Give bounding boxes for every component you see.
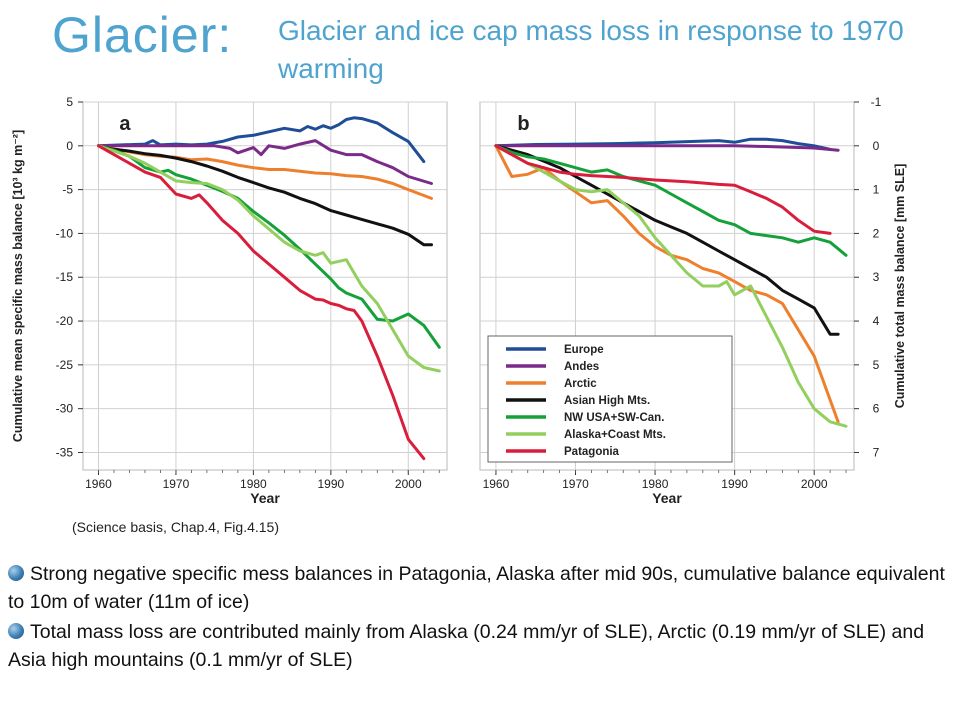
panel-a-label: a bbox=[119, 113, 131, 135]
panel-b-line-europe bbox=[494, 137, 832, 151]
panel-b-tick-label-y: 4 bbox=[873, 314, 880, 328]
panel-a-tick-label-x: 1960 bbox=[85, 477, 112, 491]
panel-a-line-patagonia bbox=[97, 144, 426, 461]
panel-a-tick-label-x: 1980 bbox=[240, 477, 267, 491]
panel-a-frame bbox=[82, 101, 448, 471]
panel-a-tick-label-y: -25 bbox=[56, 358, 74, 372]
panel-a-tick-label-y: -15 bbox=[56, 270, 74, 284]
panel-a-tick-label-y: -30 bbox=[56, 402, 74, 416]
panel-b-tick-label-y: 7 bbox=[873, 445, 880, 459]
bullet-list: Strong negative specific mess balances i… bbox=[8, 560, 953, 676]
figure-caption: (Science basis, Chap.4, Fig.4.15) bbox=[72, 519, 279, 535]
panel-b-line-andes bbox=[494, 144, 840, 152]
panel-a: 1960 1970 1980 1990 2000 5 0 -5 -10 -15 -20 -25 -30 -… bbox=[11, 95, 447, 506]
panel-b-tick-label-y: 2 bbox=[873, 226, 880, 240]
panel-b-tick-label-x: 2000 bbox=[801, 477, 828, 491]
legend-label-andes: Andes bbox=[564, 361, 599, 373]
panel-b-tick-label-y: 5 bbox=[873, 358, 880, 372]
legend-label-patagonia: Patagonia bbox=[564, 446, 620, 458]
panel-b-tick-label-x: 1960 bbox=[483, 477, 510, 491]
panel-b-x-axis-label: Year bbox=[652, 490, 682, 506]
panel-b-y-axis-label: Cumulative total mass balance [mm SLE] bbox=[893, 164, 907, 409]
panel-b-tick-label-x: 1980 bbox=[642, 477, 669, 491]
slide-subtitle: Glacier and ice cap mass loss in respons… bbox=[278, 15, 904, 84]
panel-a-tick-label-y: -35 bbox=[56, 445, 74, 459]
panel-a-tick-label-y: 5 bbox=[66, 95, 73, 109]
panel-a-x-axis-label: Year bbox=[250, 490, 280, 506]
panel-b-tick-label-y: 3 bbox=[873, 270, 880, 284]
panel-b-line-alaska-coast-mts bbox=[494, 144, 848, 428]
panel-a-tick-label-y: 0 bbox=[66, 139, 73, 153]
legend-label-arctic: Arctic bbox=[564, 378, 597, 390]
bullet-item: Total mass loss are contributed mainly f… bbox=[8, 618, 953, 674]
bullet-text: Total mass loss are contributed mainly f… bbox=[8, 621, 925, 671]
panel-a-line-alaska-coast-mts bbox=[97, 144, 441, 373]
legend-label-alaska-coast-mts: Alaska+Coast Mts. bbox=[564, 429, 666, 441]
panel-b-tick-label-y: 0 bbox=[873, 139, 880, 153]
panel-b-tick-label-x: 1990 bbox=[721, 477, 748, 491]
bullet-item: Strong negative specific mess balances i… bbox=[8, 560, 953, 616]
panel-b-tick-label-y: -1 bbox=[871, 95, 882, 109]
bullet-icon bbox=[8, 623, 24, 639]
figure-charts: 1960 1970 1980 1990 200050-5-10-15-20-25-30-… bbox=[11, 95, 907, 506]
slide-title: Glacier: bbox=[52, 7, 233, 63]
legend-label-nw-usa-sw-can: NW USA+SW-Can. bbox=[564, 412, 664, 424]
panel-a-tick-label-x: 1990 bbox=[317, 477, 344, 491]
panel-b-line-asian-high-mts bbox=[494, 144, 840, 336]
panel-a-tick-label-y: -5 bbox=[62, 183, 73, 197]
panel-a-line-andes bbox=[97, 139, 433, 185]
panel-b-tick-label-y: 1 bbox=[873, 183, 880, 197]
panel-a-tick-label-y: -20 bbox=[56, 314, 74, 328]
panel-b-tick-label-y: 6 bbox=[873, 402, 880, 416]
panel-b-tick-label-x: 1970 bbox=[562, 477, 589, 491]
panel-a-y-axis-label: Cumulative mean specific mass balance [1… bbox=[11, 130, 25, 442]
panel-a-line-asian-high-mts bbox=[97, 144, 433, 247]
legend-label-asian-high-mts: Asian High Mts. bbox=[564, 395, 650, 407]
panel-a-tick-label-y: -10 bbox=[56, 226, 74, 240]
bullet-text: Strong negative specific mess balances i… bbox=[8, 563, 945, 613]
legend: Europe Andes Arctic Asian High Mts. NW USA+S… bbox=[487, 335, 733, 463]
legend-label-europe: Europe bbox=[564, 344, 604, 356]
panel-b-line-nw-usa-sw-can bbox=[494, 144, 848, 257]
bullet-icon bbox=[8, 565, 24, 581]
panel-a-tick-label-x: 1970 bbox=[163, 477, 190, 491]
panel-a-tick-label-x: 2000 bbox=[395, 477, 422, 491]
panel-b-line-patagonia bbox=[494, 144, 832, 235]
panel-b-label: b bbox=[517, 113, 529, 135]
